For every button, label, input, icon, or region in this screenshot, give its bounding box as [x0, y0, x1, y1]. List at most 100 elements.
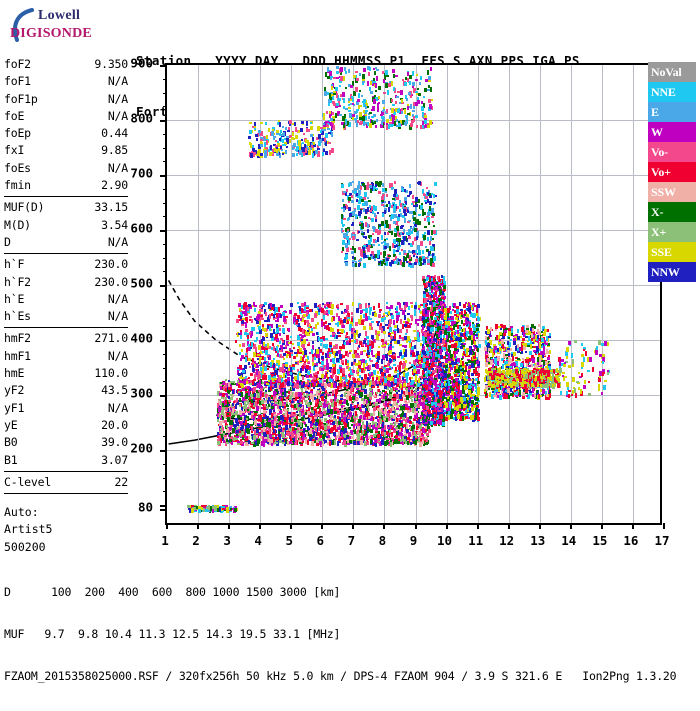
echo-point: [267, 442, 269, 444]
echo-point: [252, 402, 254, 405]
echo-point: [321, 308, 324, 313]
echo-point: [310, 389, 313, 391]
echo-point: [357, 347, 359, 350]
echo-point: [328, 432, 330, 434]
param-divider: [4, 493, 128, 495]
echo-point: [334, 409, 336, 411]
echo-point: [258, 390, 260, 393]
echo-point: [418, 437, 420, 442]
echo-point: [238, 373, 241, 376]
param-value: 3.54: [101, 217, 128, 232]
echo-point: [363, 437, 365, 440]
echo-point: [306, 394, 308, 397]
echo-point: [398, 383, 401, 386]
echo-point: [411, 305, 413, 308]
echo-point: [219, 399, 221, 401]
echo-point: [286, 409, 289, 412]
echo-point: [402, 377, 404, 380]
echo-point: [302, 397, 305, 400]
echo-point: [417, 337, 420, 342]
echo-point: [271, 395, 273, 398]
echo-point: [279, 341, 281, 344]
param-value: 33.15: [94, 200, 128, 215]
echo-point: [347, 353, 349, 357]
echo-point: [235, 404, 237, 409]
echo-point: [222, 407, 225, 410]
y-axis-tick: [163, 202, 167, 204]
echo-point: [328, 348, 330, 352]
echo-point: [371, 321, 374, 323]
echo-point: [417, 389, 419, 391]
echo-point: [273, 429, 275, 433]
echo-point: [337, 329, 339, 332]
echo-point: [291, 380, 293, 385]
echo-point: [416, 413, 418, 418]
echo-point: [318, 384, 321, 387]
echo-point: [365, 425, 368, 430]
echo-point: [327, 370, 329, 372]
echo-point: [357, 368, 359, 372]
param-row: hmF2 271.0: [4, 330, 128, 347]
echo-point: [260, 391, 262, 396]
echo-point: [390, 341, 392, 343]
echo-point: [271, 401, 273, 403]
echo-point: [366, 336, 369, 339]
echo-point: [285, 439, 287, 444]
echo-point: [378, 303, 380, 308]
echo-point: [362, 439, 365, 443]
echo-point: [323, 408, 325, 410]
echo-point: [253, 397, 255, 401]
echo-point: [319, 417, 321, 420]
echo-point: [290, 336, 292, 338]
echo-point: [224, 420, 227, 423]
echo-point: [217, 508, 220, 512]
grid-line-vertical: [632, 65, 634, 523]
echo-point: [409, 421, 412, 424]
echo-point: [319, 304, 321, 308]
param-key: C-level: [4, 474, 52, 489]
echo-point: [362, 411, 365, 416]
echo-point: [385, 396, 387, 400]
echo-point: [390, 388, 393, 392]
echo-point: [293, 442, 295, 445]
echo-point: [256, 321, 259, 324]
echo-point: [366, 407, 369, 412]
echo-point: [365, 431, 367, 435]
echo-point: [391, 425, 394, 430]
echo-point: [384, 432, 386, 437]
echo-point: [340, 303, 343, 305]
echo-point: [290, 372, 292, 375]
echo-point: [401, 433, 403, 436]
param-row: fxI 9.85: [4, 142, 128, 159]
trace-muf-curve-dashed: [167, 280, 411, 388]
echo-point: [299, 412, 301, 417]
echo-point: [260, 424, 263, 427]
echo-point: [335, 344, 338, 349]
echo-point: [251, 327, 253, 331]
param-key: yF1: [4, 400, 25, 415]
echo-point: [282, 392, 284, 395]
echo-point: [241, 442, 244, 446]
echo-point: [401, 428, 403, 432]
echo-point: [231, 508, 234, 510]
echo-point: [278, 394, 281, 396]
echo-point: [279, 440, 282, 443]
echo-point: [426, 442, 429, 444]
param-key: fmin: [4, 178, 31, 193]
echo-point: [226, 442, 229, 444]
echo-point: [391, 332, 394, 334]
echo-point: [345, 360, 347, 365]
echo-point: [266, 408, 268, 410]
echo-point: [387, 413, 390, 417]
echo-point: [409, 385, 412, 390]
param-value: 2.90: [101, 178, 128, 193]
echo-point: [354, 333, 356, 338]
echo-point: [399, 337, 401, 339]
echo-point: [304, 437, 307, 439]
echo-point: [307, 440, 309, 445]
echo-point: [355, 405, 358, 409]
echo-point: [279, 401, 282, 406]
echo-point: [272, 425, 275, 427]
echo-point: [296, 354, 298, 357]
echo-point: [398, 312, 400, 315]
